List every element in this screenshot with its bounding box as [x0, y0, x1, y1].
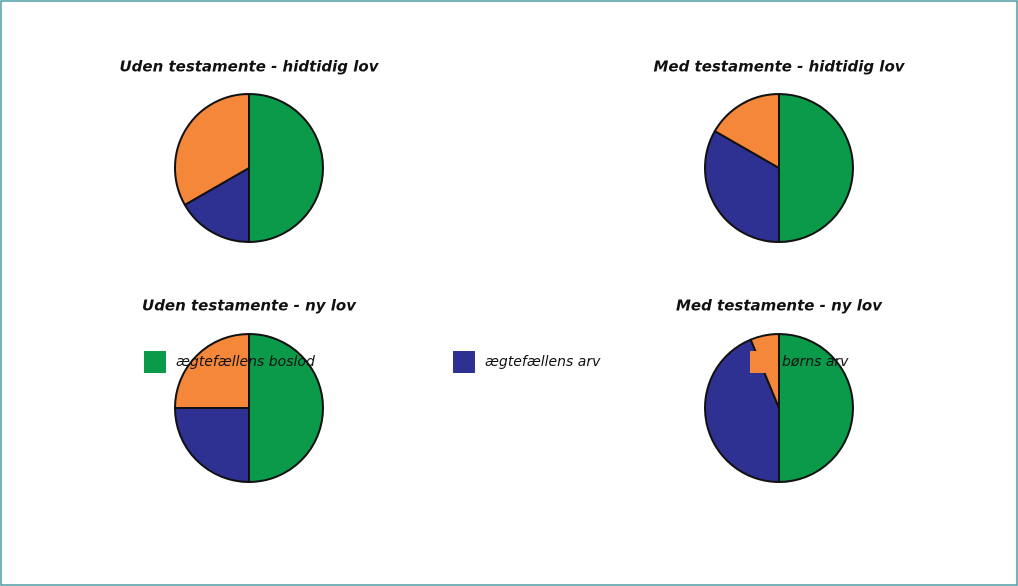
- pie-slice: [183, 167, 250, 243]
- pie-slice: [778, 93, 854, 243]
- legend-label: børns arv: [782, 354, 849, 370]
- legend-swatch: [453, 351, 475, 373]
- legend-label: ægtefællens boslod: [176, 354, 315, 370]
- pie-slice: [174, 333, 250, 409]
- pie-slice: [704, 338, 780, 483]
- pie-slice: [778, 333, 854, 483]
- pie-slice: [174, 407, 250, 483]
- legend-swatch: [750, 351, 772, 373]
- legend-swatch: [144, 351, 166, 373]
- pie-slice: [713, 93, 780, 169]
- chart-title: Med testamente - ny lov: [676, 297, 883, 315]
- chart-title: Med testamente - hidtidig lov: [653, 58, 905, 76]
- pie-slice: [704, 130, 780, 243]
- pie-slice: [248, 333, 324, 483]
- pie-slice: [248, 93, 324, 243]
- pie-slice: [174, 93, 250, 206]
- legend-label: ægtefællens arv: [485, 354, 601, 370]
- chart-title: Uden testamente - hidtidig lov: [120, 58, 380, 76]
- chart-title: Uden testamente - ny lov: [142, 297, 357, 315]
